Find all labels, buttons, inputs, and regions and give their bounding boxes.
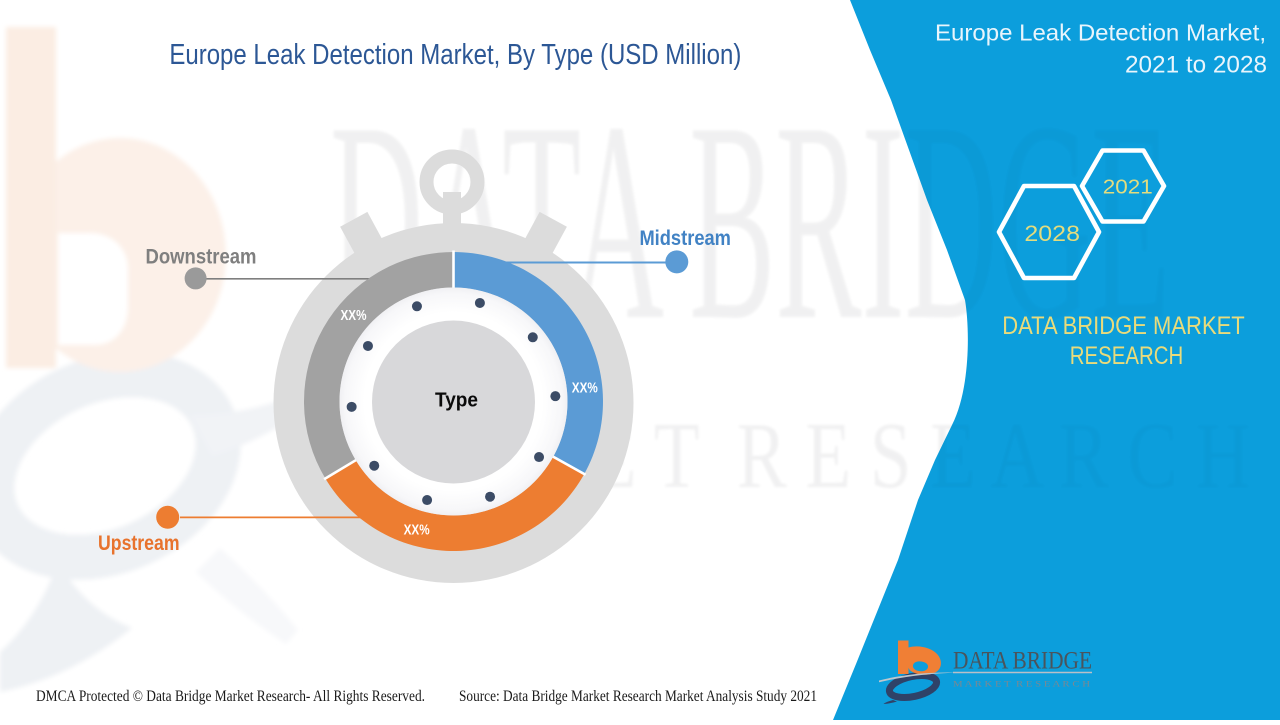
- svg-text:XX%: XX%: [341, 307, 367, 324]
- svg-text:DATA BRIDGE: DATA BRIDGE: [953, 648, 1092, 675]
- svg-text:2021 to 2028: 2021 to 2028: [1125, 52, 1267, 79]
- svg-text:Upstream: Upstream: [98, 531, 180, 555]
- svg-text:Europe Leak Detection Market,: Europe Leak Detection Market, By Type (U…: [169, 39, 741, 71]
- svg-text:XX%: XX%: [404, 521, 430, 538]
- svg-text:DMCA Protected © Data Bridge M: DMCA Protected © Data Bridge Market Rese…: [36, 688, 425, 705]
- svg-text:XX%: XX%: [572, 379, 598, 396]
- svg-text:Downstream: Downstream: [146, 245, 257, 269]
- svg-text:Europe Leak Detection Market,: Europe Leak Detection Market,: [935, 19, 1266, 45]
- svg-text:DATA BRIDGE MARKET: DATA BRIDGE MARKET: [1002, 312, 1245, 340]
- svg-text:M A R K E T R E S E A R C H: M A R K E T R E S E A R C H: [953, 680, 1090, 689]
- svg-text:Midstream: Midstream: [639, 227, 731, 250]
- svg-text:Source: Data Bridge Market Res: Source: Data Bridge Market Research Mark…: [459, 688, 817, 705]
- svg-text:RESEARCH: RESEARCH: [1070, 342, 1183, 370]
- svg-text:2028: 2028: [1024, 221, 1080, 246]
- svg-text:2021: 2021: [1103, 176, 1153, 198]
- svg-text:Type: Type: [435, 390, 478, 412]
